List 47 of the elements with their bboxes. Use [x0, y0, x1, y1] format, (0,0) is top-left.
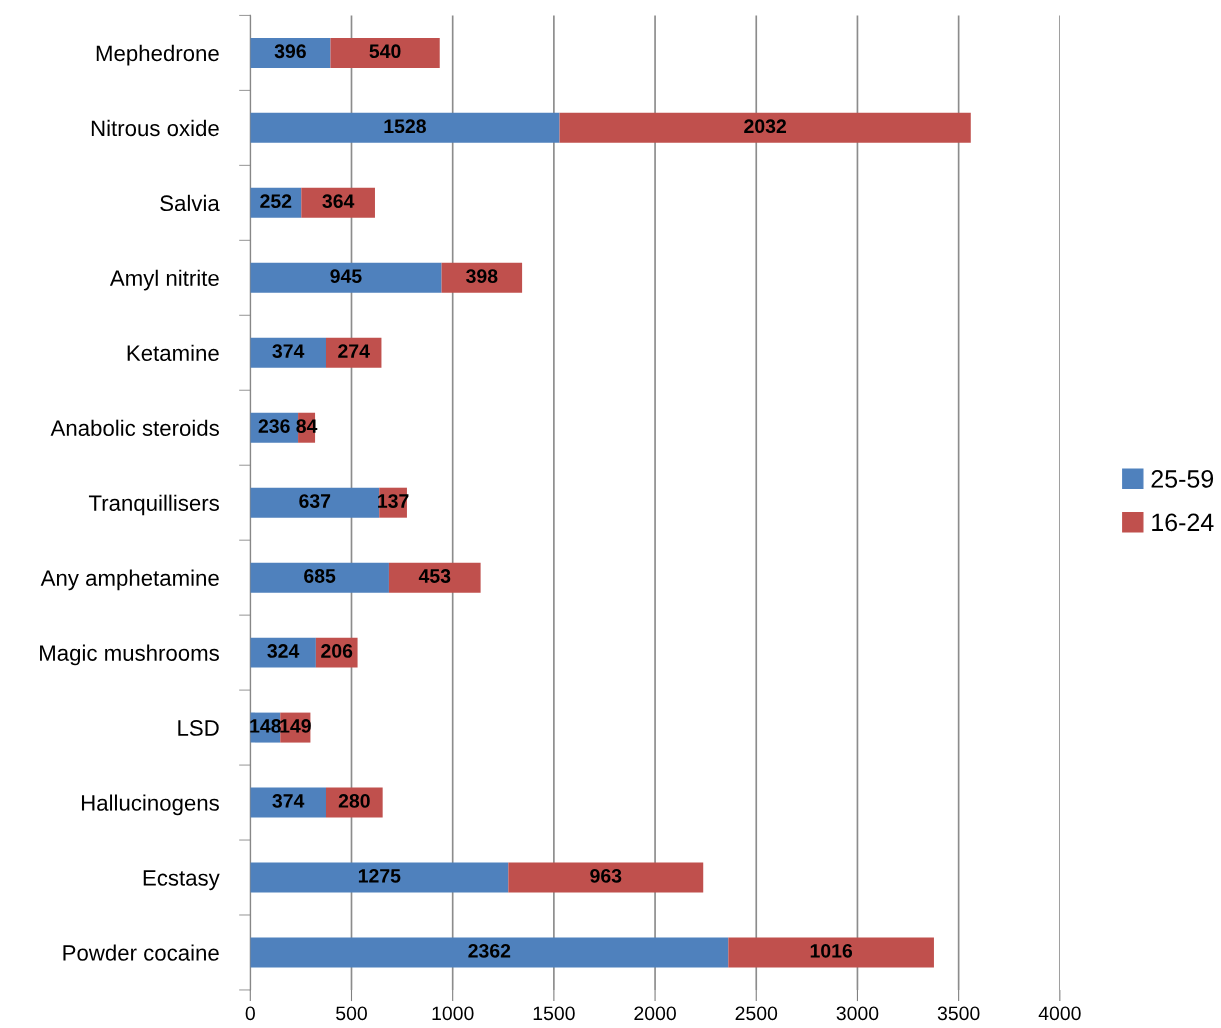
data-label: 149 [280, 719, 311, 733]
y-tick-label: Mephedrone [96, 44, 219, 66]
data-label: 963 [590, 868, 622, 883]
data-label: 396 [274, 44, 306, 59]
data-label: 685 [304, 569, 336, 583]
x-tick-label: 4000 [1038, 1006, 1081, 1021]
y-tick-label: Anabolic steroids [50, 419, 219, 436]
x-tick-label: 3500 [937, 1006, 980, 1021]
y-tick-label: Powder cocaine [63, 944, 219, 961]
data-label: 637 [299, 494, 331, 508]
data-label: 252 [260, 194, 292, 209]
data-label: 1016 [810, 943, 853, 958]
data-label: 2032 [744, 119, 787, 134]
x-tick-label: 2000 [634, 1006, 676, 1021]
data-label: 945 [330, 269, 362, 284]
y-tick-label: Amyl nitrite [109, 269, 219, 291]
data-label: 364 [322, 194, 355, 209]
data-label: 1528 [384, 119, 426, 134]
data-label: 374 [272, 794, 305, 808]
data-label: 280 [338, 794, 370, 808]
data-label: 540 [369, 44, 401, 59]
y-tick-label: Any amphetamine [40, 569, 219, 591]
y-tick-label: Ketamine [127, 344, 219, 362]
y-tick-label: Salvia [160, 194, 220, 212]
y-tick-label: Nitrous oxide [91, 119, 219, 137]
data-label: 2362 [468, 943, 511, 958]
legend-label: 25-59 [1151, 470, 1214, 488]
x-tick-label: 3000 [836, 1006, 879, 1021]
data-label: 1275 [358, 868, 401, 883]
y-tick-label: Magic mushrooms [40, 644, 219, 666]
data-label: 324 [267, 644, 300, 658]
legend-label: 16-24 [1152, 513, 1214, 532]
x-tick-label: 500 [336, 1006, 367, 1021]
x-tick-label: 0 [245, 1006, 255, 1021]
y-tick-label: Tranquillisers [88, 494, 219, 516]
x-tick-label: 1000 [432, 1006, 474, 1021]
data-label: 274 [338, 344, 370, 358]
data-label: 206 [321, 644, 353, 658]
y-tick-label: LSD [178, 720, 219, 736]
x-tick-label: 1500 [533, 1006, 575, 1021]
data-label: 374 [272, 344, 305, 359]
data-label: 453 [418, 569, 451, 583]
y-tick-label: Hallucinogens [81, 794, 219, 816]
data-label: 236 [258, 419, 290, 433]
x-tick-label: 2500 [735, 1006, 778, 1021]
y-tick-label: Ecstasy [143, 870, 220, 891]
data-label: 398 [466, 269, 498, 284]
